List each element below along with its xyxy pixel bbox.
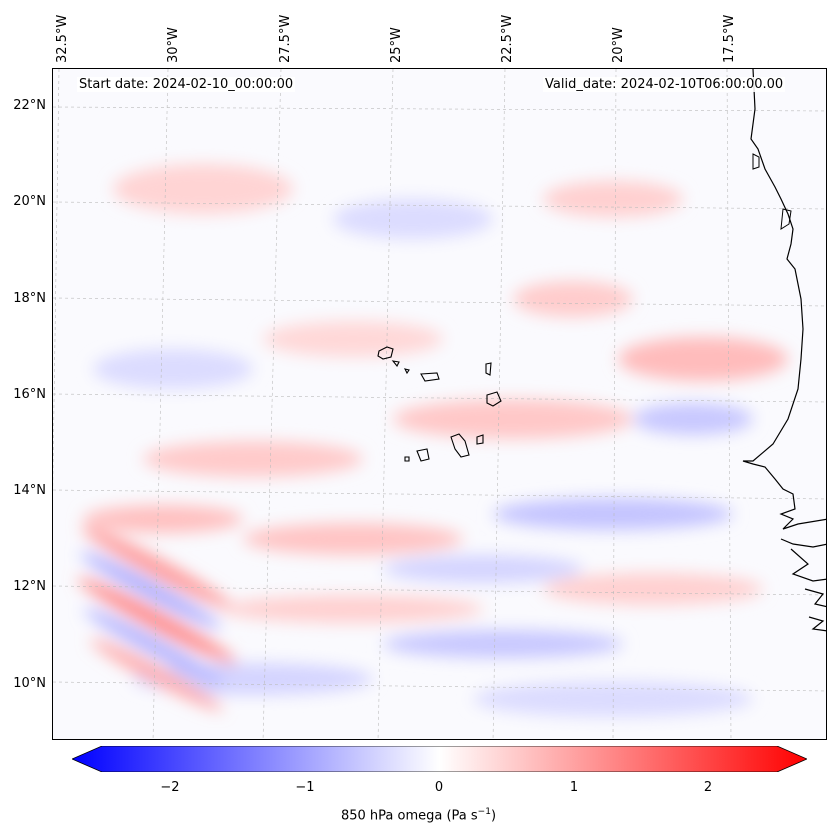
gridline <box>152 69 169 739</box>
omega-field-map <box>53 69 826 739</box>
island-sao-vicente <box>391 360 400 368</box>
lat-label: 14°N <box>13 483 46 498</box>
field-patch <box>263 321 443 357</box>
lat-label: 22°N <box>13 98 46 113</box>
valid-date-label: Valid_date: 2024-02-10T06:00:00.00 <box>543 77 786 92</box>
lon-label: 25°W <box>389 27 404 63</box>
colorbar-tick-label: 2 <box>703 780 713 795</box>
coast-fragment <box>780 208 792 230</box>
gridline <box>492 69 506 739</box>
field-patch <box>383 555 583 583</box>
island-fogo <box>416 448 430 462</box>
island-boa-vista <box>486 391 502 407</box>
field-patch <box>543 181 683 217</box>
lon-label: 17.5°W <box>722 14 737 63</box>
field-patch <box>493 498 733 530</box>
diagonal-bands <box>77 526 237 711</box>
colorbar-tick-label: 0 <box>434 780 444 795</box>
cape-verde-islands <box>377 346 502 462</box>
island-sal <box>485 362 492 376</box>
island-sao-nicolau <box>420 372 440 382</box>
field-patch <box>618 337 788 381</box>
gridlines <box>53 69 826 739</box>
lon-label: 30°W <box>166 27 181 63</box>
colorbar-label-close: ) <box>490 808 497 824</box>
field-patch <box>383 630 623 658</box>
lat-label: 18°N <box>13 291 46 306</box>
island-maio <box>476 434 484 445</box>
lat-label: 16°N <box>13 387 46 402</box>
gridline <box>53 106 826 112</box>
colorbar-label-text: 850 hPa omega (Pa s <box>340 808 478 824</box>
gridline <box>377 69 394 739</box>
field-patch <box>513 281 633 317</box>
omega-field <box>77 164 788 717</box>
field-patch <box>83 505 243 533</box>
field-patch <box>113 164 293 214</box>
colorbar-tick-label: −2 <box>160 780 180 795</box>
lon-label: 32.5°W <box>55 14 70 63</box>
field-patch <box>333 199 493 239</box>
lat-label: 12°N <box>13 579 46 594</box>
gridline <box>53 69 60 493</box>
lat-label: 10°N <box>13 676 46 691</box>
colorbar-label-exponent: −1 <box>477 807 491 817</box>
colorbar-bar <box>72 746 807 772</box>
coast-fragment <box>752 153 760 170</box>
gridline <box>53 393 826 403</box>
colorbar-label: 850 hPa omega (Pa s−1) <box>0 807 837 823</box>
lon-label: 22.5°W <box>500 14 515 63</box>
field-patch <box>143 441 363 477</box>
field-band <box>77 577 237 664</box>
field-patch <box>543 573 763 605</box>
start-date-label: Start date: 2024-02-10_00:00:00 <box>77 77 296 92</box>
lon-label: 27.5°W <box>278 14 293 63</box>
gridline <box>612 69 617 739</box>
island-santo-antao <box>377 346 394 360</box>
field-band <box>79 551 222 629</box>
colorbar-tick-label: −1 <box>295 780 315 795</box>
field-patch <box>223 595 483 623</box>
gridline <box>53 297 826 307</box>
field-band <box>90 638 223 711</box>
island-santiago <box>450 433 470 458</box>
island-brava <box>404 456 410 462</box>
field-patch <box>633 403 753 435</box>
map-panel <box>52 68 827 740</box>
gridline <box>53 489 826 500</box>
lat-label: 20°N <box>13 194 46 209</box>
africa-coastline <box>742 69 826 632</box>
gridline <box>726 69 732 739</box>
field-patch <box>93 349 253 389</box>
colorbar <box>72 746 807 772</box>
lon-label: 20°W <box>611 27 626 63</box>
field-patch <box>243 523 463 555</box>
colorbar-tick-label: 1 <box>569 780 579 795</box>
gridline <box>262 69 282 739</box>
island-santa-luzia <box>403 368 410 375</box>
field-patch <box>393 399 633 439</box>
field-band <box>83 608 226 685</box>
